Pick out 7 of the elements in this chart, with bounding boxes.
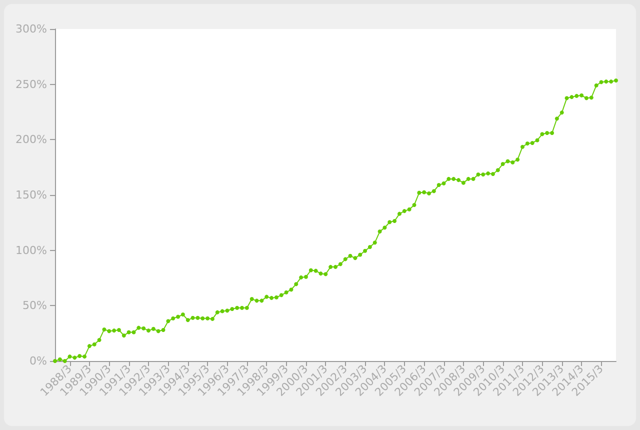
y-tick-label: 300% [16,22,47,36]
y-tick-label: 100% [16,244,47,257]
y-tick-label: 50% [22,299,47,312]
y-tick-label: 0% [30,354,47,368]
y-tick-label: 200% [16,133,47,146]
y-tick-label: 250% [16,78,47,91]
y-tick-label: 150% [16,188,47,202]
